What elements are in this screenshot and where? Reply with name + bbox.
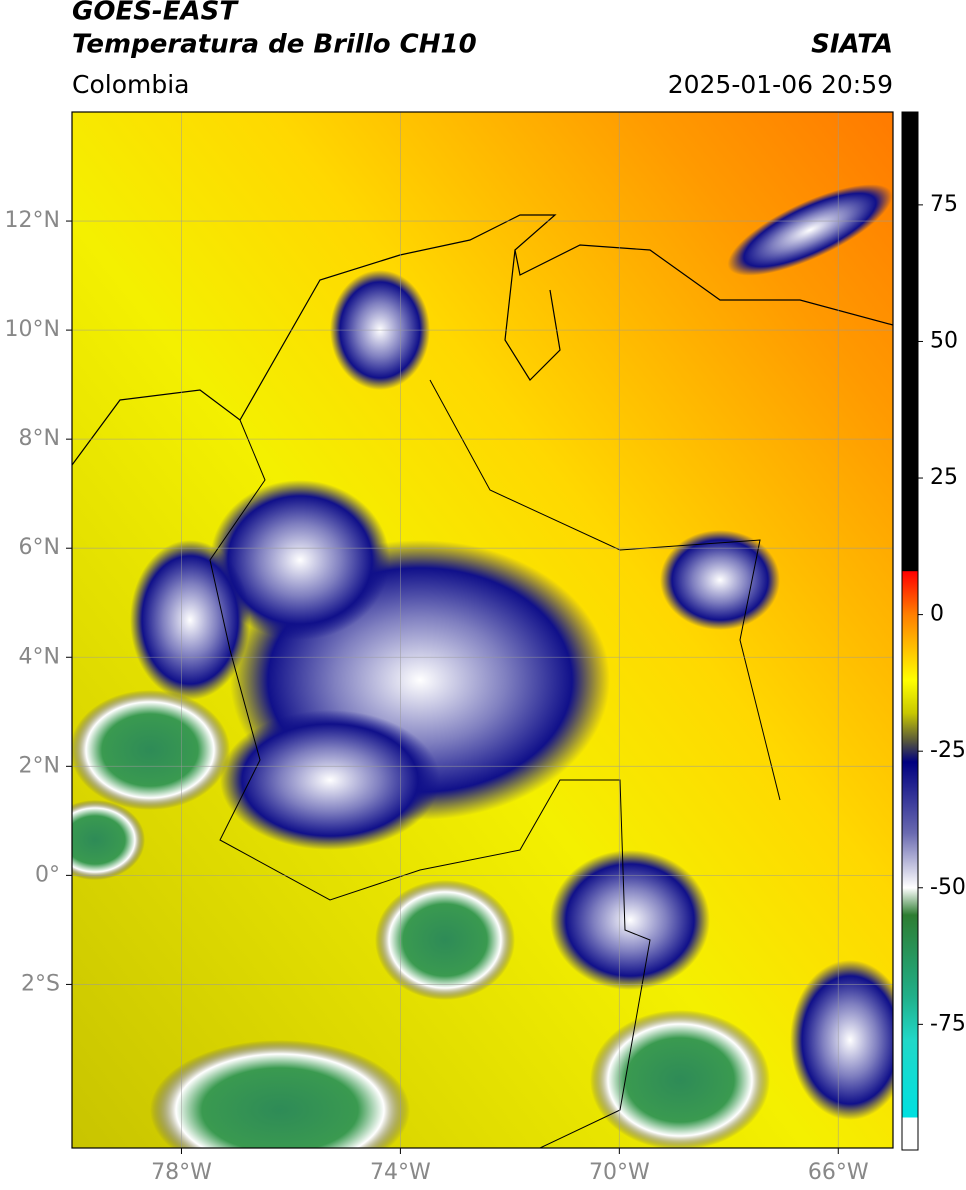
cloud (220, 710, 440, 850)
colorbar-tick-label: 0 (930, 602, 944, 627)
cloud (590, 1010, 770, 1148)
colorbar-tick-label: -25 (930, 738, 966, 763)
y-tick-label: 2°S (21, 971, 60, 996)
datetime: 2025-01-06 20:59 (668, 70, 893, 99)
imagery (72, 112, 893, 1148)
map-frame (71, 111, 894, 1149)
subtitle: Temperatura de Brillo CH10 (72, 30, 477, 60)
cloud (727, 184, 893, 276)
cloud (210, 480, 390, 640)
y-tick-label: 12°N (5, 208, 60, 233)
y-tick-label: 10°N (5, 317, 60, 342)
y-tick-label: 0° (35, 862, 60, 887)
title: GOES-EAST (72, 0, 239, 27)
cloud (660, 530, 780, 630)
cloud (72, 800, 145, 880)
y-tick-label: 6°N (19, 535, 60, 560)
colorbar-tick-label: -50 (930, 875, 966, 900)
colorbar (901, 111, 919, 1151)
colorbar-tick-label: 50 (930, 328, 958, 353)
x-tick-label: 78°W (151, 1160, 212, 1185)
cloud (130, 540, 250, 700)
x-tick-label: 70°W (589, 1160, 650, 1185)
coastline (72, 214, 893, 466)
colorbar-tick-label: 25 (930, 465, 958, 490)
cloud (375, 880, 515, 1000)
grid (72, 112, 893, 1148)
source: SIATA (811, 30, 893, 60)
x-tick-label: 66°W (808, 1160, 869, 1185)
colorbar-tick-label: -75 (930, 1011, 966, 1036)
region: Colombia (72, 70, 189, 99)
cloud (550, 850, 710, 990)
y-tick-label: 4°N (19, 644, 60, 669)
cloud (790, 960, 893, 1120)
border (429, 379, 781, 801)
colorbar-tick-label: 75 (930, 192, 958, 217)
border (209, 419, 651, 1148)
y-tick-label: 2°N (19, 753, 60, 778)
cloud (72, 690, 230, 810)
x-tick-label: 74°W (370, 1160, 431, 1185)
y-tick-label: 8°N (19, 426, 60, 451)
cloud (150, 1040, 410, 1148)
